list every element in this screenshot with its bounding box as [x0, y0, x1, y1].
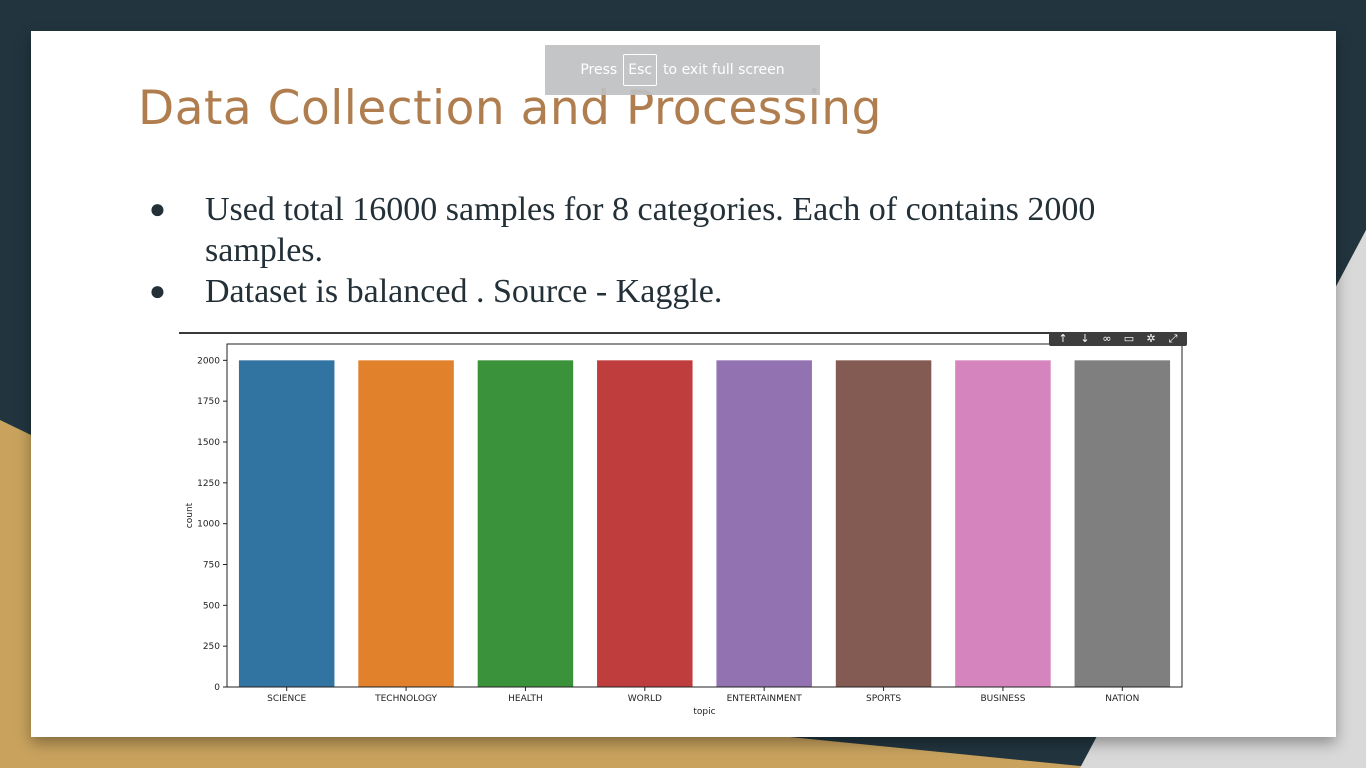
fullscreen-notice-press: Press — [580, 62, 618, 78]
bar-entertainment — [716, 360, 812, 687]
slide: Data Collection and Processing ● Used to… — [31, 31, 1336, 737]
x-axis-label: topic — [693, 707, 715, 717]
arrow-up-icon[interactable]: ↑ — [1058, 332, 1068, 345]
y-tick-label: 250 — [203, 642, 220, 652]
fullscreen-notice: Press Esc to exit full screen — [545, 45, 820, 95]
chart-image: SCIENCE TECHNOLOGY HEALTH WORLD ENTERTAINMEN… — [179, 331, 1189, 723]
bar-nation — [1074, 360, 1171, 687]
bar-world — [597, 360, 693, 687]
x-tick-label: WORLD — [628, 694, 662, 704]
x-tick-label: SPORTS — [866, 694, 901, 704]
arrow-down-icon[interactable]: ↓ — [1080, 332, 1090, 345]
x-tick-label: HEALTH — [508, 694, 543, 704]
bar-chart: SCIENCE TECHNOLOGY HEALTH WORLD ENTERTAINMEN… — [185, 343, 1183, 717]
y-tick-label: 1250 — [197, 479, 220, 489]
y-tick-label: 750 — [203, 561, 220, 571]
x-tick-label: BUSINESS — [980, 694, 1025, 704]
y-tick-label: 1000 — [197, 520, 220, 530]
y-axis-label: count — [185, 502, 195, 528]
bullet-text: Dataset is balanced . Source - Kaggle. — [205, 273, 723, 310]
gear-icon[interactable]: ✲ — [1146, 332, 1156, 345]
y-tick-label: 500 — [203, 601, 220, 611]
bar-technology — [358, 360, 454, 687]
link-icon[interactable]: ∞ — [1102, 332, 1112, 345]
bullet-text: Used total 16000 samples for 8 categorie… — [205, 191, 1096, 269]
bullet-item: ● Used total 16000 samples for 8 categor… — [149, 189, 1159, 271]
bar-health — [477, 360, 574, 687]
esc-key: Esc — [623, 54, 658, 86]
x-tick-label: ENTERTAINMENT — [727, 694, 803, 704]
plot-frame — [226, 343, 1183, 688]
bullet-icon: ● — [149, 276, 166, 307]
x-tick-label: SCIENCE — [267, 694, 306, 704]
bar-business — [955, 360, 1051, 687]
x-tick-label: TECHNOLOGY — [374, 694, 437, 704]
comment-icon[interactable]: ▭ — [1123, 332, 1135, 345]
fullscreen-notice-exit: to exit full screen — [663, 62, 785, 78]
chart-toolbar: ↑ ↓ ∞ ▭ ✲ ⤢ — [1049, 332, 1187, 346]
y-tick-label: 1750 — [197, 397, 220, 407]
y-tick-label: 2000 — [197, 356, 220, 366]
x-tick-label: NATION — [1105, 694, 1139, 704]
chart-top-border — [179, 332, 1049, 334]
bullet-item: ● Dataset is balanced . Source - Kaggle. — [149, 271, 1159, 312]
expand-icon[interactable]: ⤢ — [1168, 332, 1178, 345]
bullet-icon: ● — [149, 194, 166, 225]
bar-sports — [835, 360, 932, 687]
bullet-list: ● Used total 16000 samples for 8 categor… — [149, 189, 1159, 312]
y-tick-label: 0 — [214, 683, 220, 693]
bar-science — [238, 360, 335, 687]
y-tick-label: 1500 — [197, 438, 220, 448]
